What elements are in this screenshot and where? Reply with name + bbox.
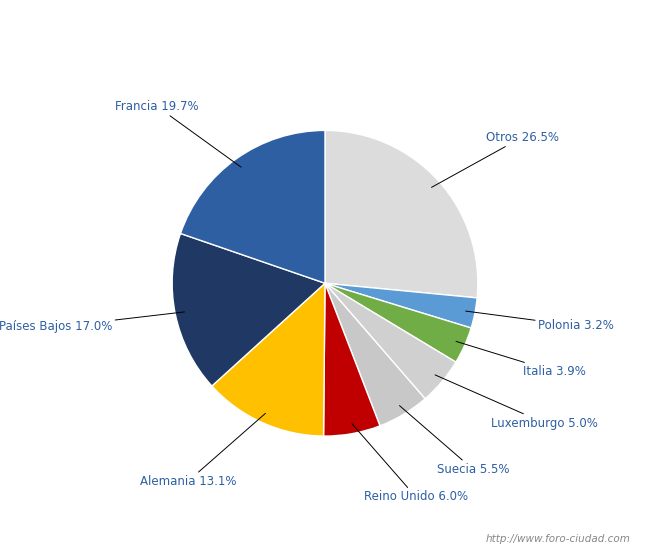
Wedge shape (325, 283, 425, 426)
Text: Polonia 3.2%: Polonia 3.2% (465, 311, 614, 332)
Text: Andújar - Turistas extranjeros según país - Abril de 2024: Andújar - Turistas extranjeros según paí… (99, 14, 551, 31)
Wedge shape (181, 130, 325, 283)
Text: Alemania 13.1%: Alemania 13.1% (140, 414, 265, 488)
Wedge shape (325, 283, 456, 399)
Text: Reino Unido 6.0%: Reino Unido 6.0% (352, 424, 468, 503)
Text: Francia 19.7%: Francia 19.7% (115, 100, 241, 167)
Wedge shape (172, 233, 325, 386)
Wedge shape (324, 283, 380, 436)
Wedge shape (212, 283, 325, 436)
Text: Luxemburgo 5.0%: Luxemburgo 5.0% (435, 375, 598, 430)
Text: Otros 26.5%: Otros 26.5% (432, 131, 558, 188)
Wedge shape (325, 130, 478, 298)
Text: Italia 3.9%: Italia 3.9% (456, 342, 586, 378)
Text: http://www.foro-ciudad.com: http://www.foro-ciudad.com (486, 535, 630, 544)
Wedge shape (325, 283, 477, 328)
Text: Suecia 5.5%: Suecia 5.5% (400, 405, 509, 476)
Text: Países Bajos 17.0%: Países Bajos 17.0% (0, 312, 185, 333)
Wedge shape (325, 283, 471, 362)
